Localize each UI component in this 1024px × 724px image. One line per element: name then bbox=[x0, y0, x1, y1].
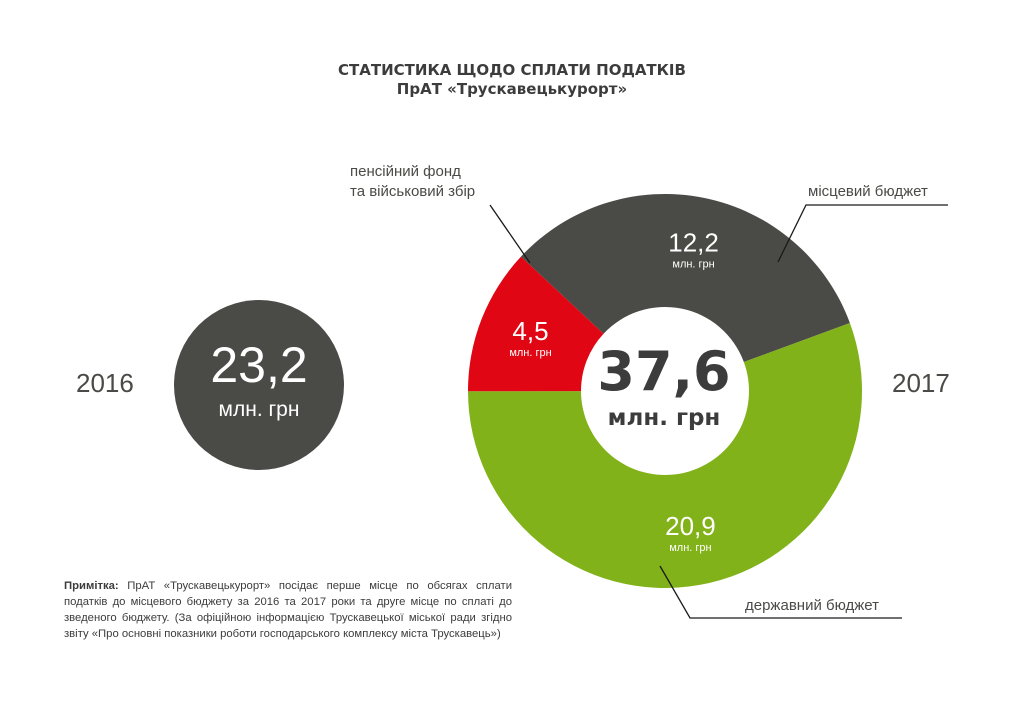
leader-local bbox=[777, 204, 948, 263]
year-2017-label: 2017 bbox=[892, 368, 950, 398]
total-2017-value: 37,6 bbox=[597, 340, 730, 403]
slice-local-budget bbox=[520, 194, 850, 363]
leader-state bbox=[659, 565, 902, 619]
total-2016-circle: 23,2 млн. грн bbox=[174, 300, 344, 470]
footnote: Примітка: ПрАТ «Трускавецькурорт» посіда… bbox=[64, 578, 512, 642]
total-2016-unit: млн. грн bbox=[218, 398, 300, 421]
donut-slices bbox=[468, 194, 862, 588]
footnote-text: ПрАТ «Трускавецькурорт» посідає перше мі… bbox=[64, 580, 512, 640]
callout-pension-label: пенсійний фонд та військовий збір bbox=[350, 162, 520, 202]
leader-pension bbox=[489, 204, 531, 264]
slice-pension-fund bbox=[468, 256, 604, 392]
callout-pension-line1: пенсійний фонд bbox=[350, 163, 461, 180]
callout-pension-line2: та військовий збір bbox=[350, 183, 476, 200]
total-2017-unit: млн. грн bbox=[608, 405, 721, 431]
slice-state-budget-value: 20,9 bbox=[665, 511, 716, 541]
slice-local-budget-unit: млн. грн bbox=[672, 258, 714, 270]
callout-state-label: державний бюджет bbox=[745, 597, 880, 614]
page-title: СТАТИСТИКА ЩОДО СПЛАТИ ПОДАТКІВ bbox=[338, 61, 686, 79]
year-2016-label: 2016 bbox=[76, 368, 134, 398]
slice-pension-fund-unit: млн. грн bbox=[509, 347, 551, 359]
callout-lines bbox=[489, 204, 948, 619]
total-2016-value: 23,2 bbox=[210, 337, 308, 393]
slice-state-budget-unit: млн. грн bbox=[669, 542, 711, 554]
footnote-label: Примітка: bbox=[64, 580, 119, 592]
page-subtitle: ПрАТ «Трускавецькурорт» bbox=[396, 80, 628, 98]
slice-state-budget bbox=[468, 323, 862, 588]
slice-pension-fund-value: 4,5 bbox=[512, 316, 548, 346]
slice-local-budget-value: 12,2 bbox=[668, 227, 719, 257]
callout-local-label: місцевий бюджет bbox=[808, 183, 928, 200]
